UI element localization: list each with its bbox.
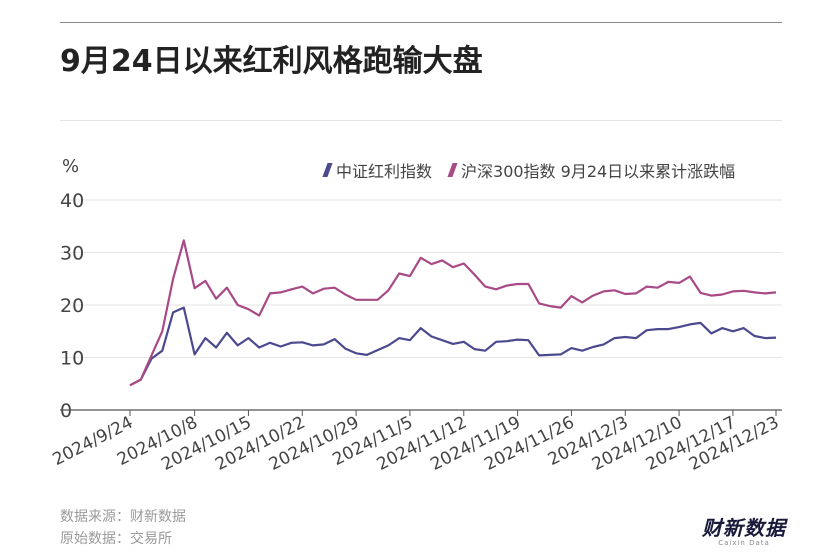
y-axis-unit: % — [62, 156, 80, 177]
footer-original: 原始数据：交易所 — [60, 531, 172, 547]
y-tick-label: 40 — [60, 190, 84, 212]
series-line-hs300 — [129, 239, 777, 387]
legend: 中证红利指数 沪深300指数 9月24日以来累计涨跌幅 — [322, 158, 736, 182]
top-rule — [60, 22, 782, 23]
brand-logo-subtext: Caixin Data — [718, 539, 770, 547]
legend-label-dividend: 中证红利指数 — [336, 162, 433, 181]
series-line-dividend — [129, 306, 777, 387]
chart-title: 9月24日以来红利风格跑输大盘 — [60, 44, 483, 79]
legend-item-hs300: 沪深300指数 9月24日以来累计涨跌幅 — [447, 158, 736, 182]
title-divider — [60, 120, 782, 121]
y-tick-labels: 0 10 20 30 40 — [60, 190, 84, 422]
x-axis: 2024/9/242024/10/82024/10/152024/10/2220… — [50, 409, 782, 475]
footer-source: 数据来源：财新数据 — [60, 509, 186, 525]
y-tick-label: 30 — [60, 243, 84, 265]
y-tick-label: 10 — [60, 348, 84, 370]
series-lines — [129, 239, 777, 387]
brand-logo: 财新数据 Caixin Data — [702, 512, 786, 547]
y-tick-label: 0 — [60, 400, 72, 422]
legend-label-hs300: 沪深300指数 9月24日以来累计涨跌幅 — [461, 162, 736, 181]
y-tick-label: 20 — [60, 295, 84, 317]
brand-logo-text: 财新数据 — [702, 516, 786, 540]
grid-layer — [60, 199, 782, 358]
legend-item-dividend: 中证红利指数 — [322, 158, 433, 182]
